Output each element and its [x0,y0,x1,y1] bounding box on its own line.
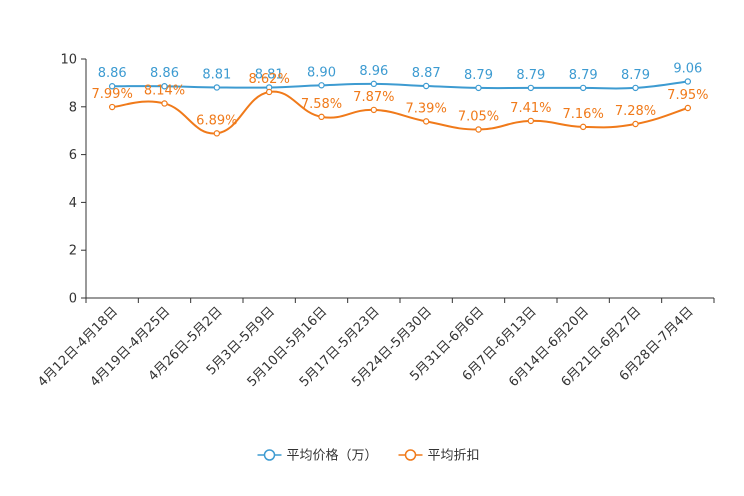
data-label-1: 8.90 [307,65,336,80]
data-point[interactable] [370,80,378,88]
data-point[interactable] [213,130,221,137]
data-point[interactable] [475,126,482,133]
data-point[interactable] [422,118,430,125]
data-label-1: 8.86 [150,66,179,81]
data-point[interactable] [632,120,639,128]
data-label-2: 7.28% [615,104,656,119]
data-label-1: 8.79 [464,68,493,83]
y-tick-label: 6 [69,148,77,163]
data-label-2: 7.05% [458,110,499,125]
data-label-2: 7.16% [563,107,604,122]
data-label-1: 8.81 [255,67,284,82]
data-label-2: 7.99% [92,87,133,102]
data-point[interactable] [579,123,587,131]
data-label-1: 8.79 [621,68,650,83]
data-point[interactable] [527,117,535,125]
data-point[interactable] [684,104,692,112]
data-point[interactable] [318,82,325,89]
legend[interactable]: 平均价格（万） 平均折扣 [257,448,480,464]
data-point[interactable] [475,84,482,92]
y-tick-label: 4 [69,196,77,211]
data-point[interactable] [370,106,378,114]
data-labels: 8.86 8.86 8.81 8.81 8.90 8.96 8.87 8.79 8.79 8.79… [92,61,709,128]
data-label-1: 8.81 [202,67,231,82]
data-label-2: 7.95% [667,88,708,103]
data-label-1: 8.87 [412,66,441,81]
data-point[interactable] [527,84,535,92]
data-label-2: 8.62% [249,72,290,87]
series-line-1 [112,80,688,90]
data-point[interactable] [632,84,639,92]
legend-item[interactable]: 平均折扣 [398,449,480,464]
legend-marker-icon [404,449,417,461]
data-point[interactable] [213,84,221,91]
data-point[interactable] [161,100,168,107]
legend-label: 平均折扣 [428,449,480,464]
data-label-2: 7.58% [301,97,342,112]
data-label-1: 9.06 [673,61,702,76]
y-tick-label: 2 [69,244,77,259]
data-label-2: 8.14% [144,83,185,98]
y-tick-label: 8 [69,100,77,115]
y-tick-label: 10 [60,53,77,68]
data-point[interactable] [684,78,692,85]
data-point[interactable] [318,113,325,121]
data-point[interactable] [265,88,273,96]
data-point[interactable] [108,83,116,90]
series-layer [108,78,692,137]
data-label-1: 8.96 [359,64,388,79]
data-label-2: 6.89% [196,113,237,128]
data-point[interactable] [579,84,587,92]
data-label-2: 7.41% [510,101,551,116]
legend-item[interactable]: 平均价格（万） [257,448,378,464]
data-point[interactable] [108,103,116,111]
data-point[interactable] [161,83,168,90]
data-label-1: 8.79 [569,68,598,83]
legend-label: 平均价格（万） [287,448,378,464]
data-label-2: 7.39% [406,101,447,116]
data-label-1: 8.79 [516,68,545,83]
data-label-2: 7.87% [353,90,394,105]
data-label-1: 8.86 [98,66,127,81]
legend-marker-icon [263,449,276,461]
data-point[interactable] [422,82,430,90]
y-tick-label: 0 [69,292,77,307]
